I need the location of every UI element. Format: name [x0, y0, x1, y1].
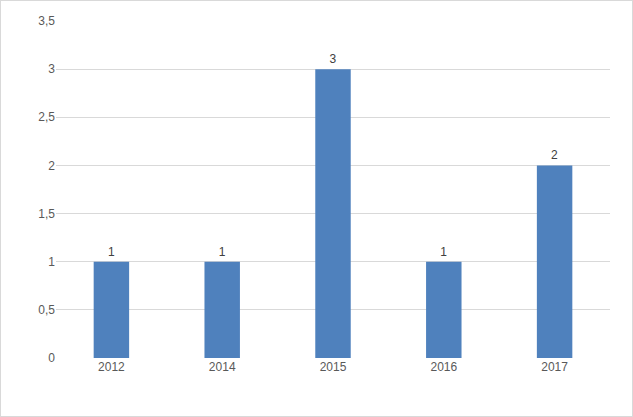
svg-text:3,5: 3,5 [38, 14, 55, 28]
svg-text:1: 1 [48, 255, 55, 269]
svg-text:0: 0 [48, 351, 55, 365]
svg-text:0,5: 0,5 [38, 303, 55, 317]
svg-text:3: 3 [48, 62, 55, 76]
svg-text:2017: 2017 [541, 360, 568, 374]
svg-text:2014: 2014 [209, 360, 236, 374]
svg-text:3: 3 [330, 52, 337, 66]
svg-text:2: 2 [551, 148, 558, 162]
svg-text:2: 2 [48, 159, 55, 173]
svg-text:1: 1 [108, 245, 115, 259]
svg-text:1: 1 [440, 245, 447, 259]
svg-text:1,5: 1,5 [38, 207, 55, 221]
svg-text:2012: 2012 [98, 360, 125, 374]
svg-text:1: 1 [219, 245, 226, 259]
svg-text:2016: 2016 [430, 360, 457, 374]
svg-text:2,5: 2,5 [38, 110, 55, 124]
svg-text:2015: 2015 [320, 360, 347, 374]
